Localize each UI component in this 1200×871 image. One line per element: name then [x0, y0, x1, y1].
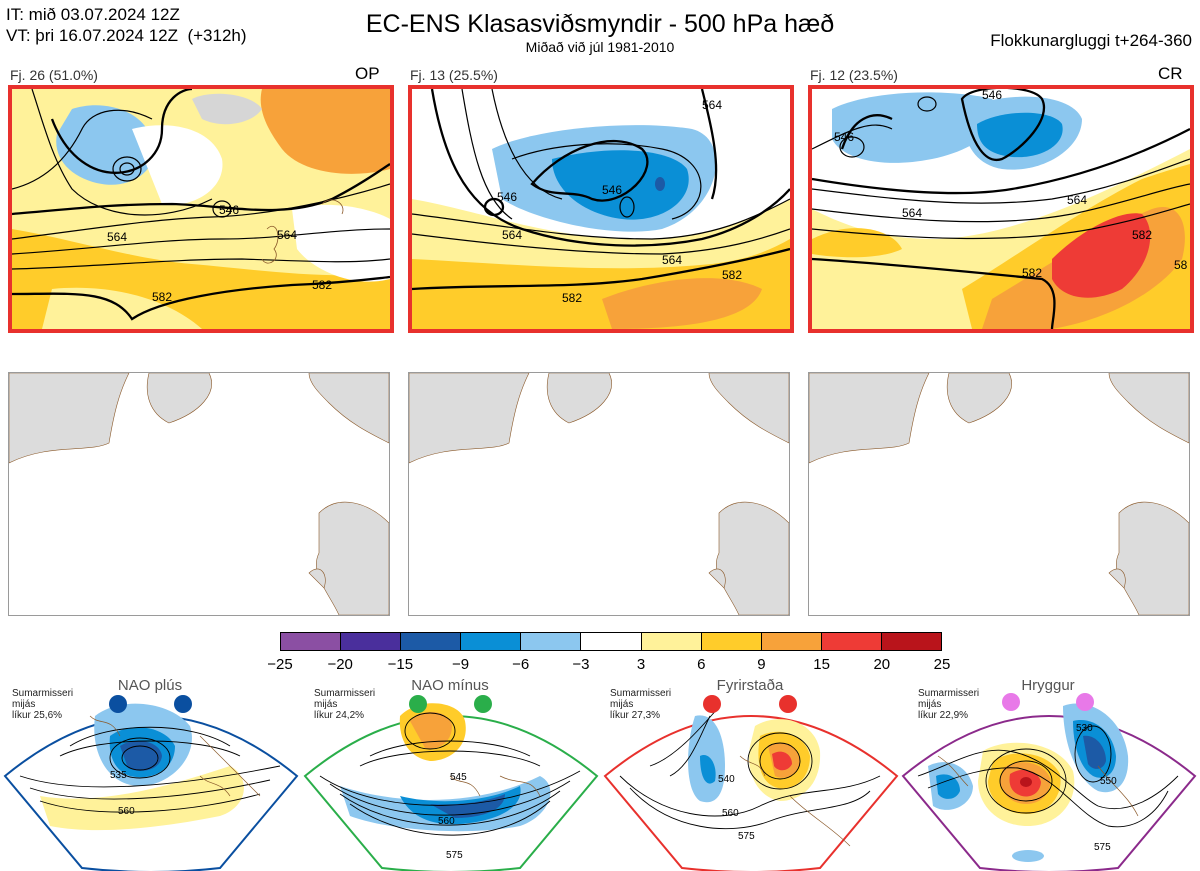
- cluster-3-label: Fj. 12 (23.5%): [810, 67, 898, 83]
- regime-ridge-name: Hryggur: [1021, 677, 1075, 694]
- colorbar-tick-label: −3: [572, 656, 590, 673]
- colorbar-swatch: [761, 633, 822, 650]
- regime-ridge-note: Sumarmisseri mijás líkur 22,9%: [918, 688, 980, 721]
- colorbar-swatch: [881, 633, 942, 650]
- classification-window: Flokkunargluggi t+264-360: [990, 31, 1192, 50]
- colorbar-tick-label: 6: [697, 656, 706, 673]
- colorbar-swatch: [401, 633, 462, 650]
- regime-nao-minus: 545 560 575: [300, 676, 602, 871]
- regime-nao-plus-note: Sumarmisseri mijás líkur 25,6%: [12, 688, 74, 721]
- contour-label: 546: [497, 190, 517, 204]
- colorbar-tick-label: 15: [813, 656, 830, 673]
- forecast-times: IT: mið 03.07.2024 12Z VT: þri 16.07.2024…: [6, 4, 247, 46]
- contour-label: 535: [110, 770, 127, 781]
- empty-map-3: [808, 372, 1190, 616]
- contour-label: 545: [450, 772, 467, 783]
- contour-label: 560: [722, 808, 739, 819]
- colorbar-tick-label: 3: [636, 656, 646, 673]
- regime-nao-plus: 535 560: [0, 676, 302, 871]
- init-time: IT: mið 03.07.2024 12Z: [6, 5, 180, 24]
- colorbar-tick-label: 25: [933, 656, 951, 673]
- contour-label: 564: [702, 98, 722, 112]
- colorbar-swatch: [701, 633, 762, 650]
- contour-label: 582: [722, 268, 742, 282]
- contour-label: 540: [718, 774, 735, 785]
- cluster-map-3: 546 546 564 564 582 582 58: [808, 85, 1194, 333]
- regime-blocking: 540 560 575: [600, 676, 902, 871]
- regime-ridge: 530 550 575: [898, 676, 1200, 871]
- contour-label: 546: [834, 130, 854, 144]
- contour-label: 582: [312, 278, 332, 292]
- regime-blocking-name: Fyrirstaða: [716, 677, 784, 694]
- contour-label: 560: [438, 816, 455, 827]
- colorbar-swatch: [281, 633, 342, 650]
- contour-label: 564: [107, 230, 127, 244]
- colorbar-swatch: [521, 633, 582, 650]
- page-subtitle: Miðað við júl 1981-2010: [525, 39, 675, 55]
- valid-time: VT: þri 16.07.2024 12Z (+312h): [6, 26, 247, 45]
- colorbar-tick-label: 20: [873, 656, 891, 673]
- contour-label: 564: [662, 253, 682, 267]
- colorbar-swatch: [581, 633, 642, 650]
- colorbar-swatch: [641, 633, 702, 650]
- contour-label: 530: [1076, 723, 1093, 734]
- contour-label: 546: [219, 203, 239, 217]
- colorbar-tick-label: −20: [327, 656, 353, 673]
- cluster-2-label: Fj. 13 (25.5%): [410, 67, 498, 83]
- contour-label: 564: [502, 228, 522, 242]
- colorbar-tick-label: −15: [387, 656, 414, 673]
- contour-label: 58: [1174, 258, 1188, 272]
- empty-map-2: [408, 372, 790, 616]
- contour-label: 564: [277, 228, 297, 242]
- cluster-3-code: CR: [1158, 64, 1183, 83]
- regime-nao-minus-note: Sumarmisseri mijás líkur 24,2%: [314, 688, 376, 721]
- regime-nao-minus-name: NAO mínus: [411, 677, 489, 694]
- colorbar-swatch: [461, 633, 522, 650]
- colorbar-tick-label: 9: [757, 656, 766, 673]
- contour-label: 550: [1100, 776, 1117, 787]
- cluster-1-code: OP: [355, 64, 380, 83]
- colorbar-swatch: [341, 633, 402, 650]
- colorbar-swatch: [821, 633, 882, 650]
- regime-blocking-note: Sumarmisseri mijás líkur 27,3%: [610, 688, 672, 721]
- contour-label: 546: [982, 89, 1002, 102]
- empty-map-1: [8, 372, 390, 616]
- contour-label: 575: [1094, 842, 1111, 853]
- colorbar: [280, 632, 942, 651]
- contour-label: 582: [1022, 266, 1042, 280]
- page-title: EC-ENS Klasasviðsmyndir - 500 hPa hæð: [365, 10, 835, 38]
- regime-nao-plus-name: NAO plús: [117, 677, 183, 694]
- cluster-1-label: Fj. 26 (51.0%): [10, 67, 98, 83]
- contour-label: 575: [738, 831, 755, 842]
- contour-label: 582: [1132, 228, 1152, 242]
- contour-label: 546: [602, 183, 622, 197]
- colorbar-tick-label: −6: [512, 656, 530, 673]
- contour-label: 560: [118, 806, 135, 817]
- contour-label: 575: [446, 850, 463, 861]
- colorbar-tick-label: −25: [267, 656, 293, 673]
- cluster-map-1: 546 564 564 582 582: [8, 85, 394, 333]
- cluster-map-2: 564 546 564 546 564 582 582: [408, 85, 794, 333]
- contour-label: 564: [902, 206, 922, 220]
- colorbar-tick-label: −9: [451, 656, 470, 673]
- contour-label: 582: [562, 291, 582, 305]
- contour-label: 564: [1067, 193, 1087, 207]
- contour-label: 582: [152, 290, 172, 304]
